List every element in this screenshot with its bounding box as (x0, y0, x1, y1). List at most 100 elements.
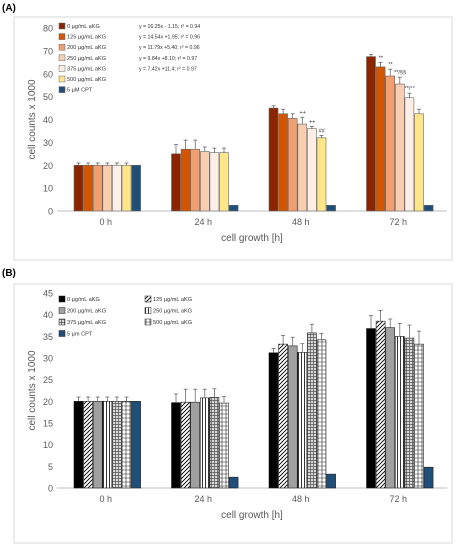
chart-a-bar (73, 164, 84, 212)
chart-a-legend-label: 375 µg/mL aKG (67, 66, 106, 72)
chart-b-bar (209, 397, 220, 489)
chart-a-bar (375, 66, 386, 212)
chart-a-equation: y = 16.25x - 1.15; r² = 0.94 (139, 24, 200, 30)
chart-b-bar (297, 352, 308, 489)
chart-b-bar (414, 343, 424, 489)
chart-b-bar (171, 402, 181, 489)
chart-a-bar (190, 148, 200, 212)
chart-a-equation: y = 7.42x +11.4; r² = 0.97 (139, 66, 197, 72)
chart-a-legend-swatch (58, 65, 66, 72)
chart-a-legend-label: 250 µg/mL aKG (67, 56, 106, 62)
chart-a-legend-swatch (58, 75, 66, 83)
chart-b-bar (219, 402, 229, 489)
chart-b-ytick-label: 35 (43, 332, 53, 342)
chart-b-bar (278, 343, 288, 489)
chart-a-bar (385, 75, 396, 212)
chart-b-bar (92, 401, 103, 489)
chart-b-xtick-label: 24 h (194, 494, 212, 504)
chart-a-legend-label: 5 µM CPT (67, 88, 93, 94)
chart-a-bar (404, 97, 415, 212)
chart-a-bar (219, 152, 229, 212)
chart-a-significance-label: ** (379, 55, 384, 61)
chart-a-bar (268, 107, 279, 212)
chart-a-bar (307, 128, 317, 212)
chart-a-bar (200, 151, 210, 212)
chart-a-significance-label: ++ (299, 110, 305, 116)
chart-b-xtick-label: 72 h (389, 494, 407, 504)
chart-b-bar (366, 328, 376, 489)
chart-a-ytick-label: 60 (43, 69, 53, 79)
chart-a-xtick-label: 24 h (194, 217, 212, 227)
chart-b-legend-label: 500 µg/mL aKG (153, 320, 192, 326)
chart-a-significance-label: ** (388, 62, 393, 68)
chart-a-bar (287, 118, 298, 212)
chart-b-bar (394, 336, 405, 489)
chart-b-bar (268, 352, 279, 489)
chart-a-ytick-label: 40 (43, 115, 53, 125)
chart-b-legend-swatch (144, 307, 152, 314)
chart-a-ytick-label: 50 (43, 92, 53, 102)
chart-b-ytick-label: 45 (43, 289, 53, 299)
chart-b-bar (112, 401, 122, 489)
chart-b-bar (228, 476, 239, 489)
chart-b-legend-swatch (144, 318, 152, 326)
chart-b-bar (326, 473, 336, 489)
chart-b-legend-label: 200 µg/mL aKG (67, 309, 106, 315)
chart-a-legend-label: 125 µg/mL aKG (67, 35, 106, 41)
chart-b-bar (83, 401, 93, 489)
chart-a-bar (209, 152, 220, 212)
chart-b-legend-label: 250 µg/mL aKG (153, 309, 192, 315)
chart-a-xtick-label: 0 h (99, 217, 112, 227)
chart-b-legend-swatch (144, 295, 152, 303)
chart-a-bar (394, 83, 405, 212)
chart-b-bar (316, 339, 327, 489)
chart-b-bar (180, 401, 191, 489)
chart-a-significance-label: ## (319, 129, 326, 135)
chart-a-bar (171, 153, 181, 212)
chart-b-bar (287, 345, 298, 489)
chart-b-ytick-label: 25 (43, 375, 53, 385)
chart-a-equation: y = 9.84x +8.10; r² = 0.97 (139, 56, 197, 62)
chart-a-legend-label: 0 µg/mL aKG (67, 24, 100, 30)
chart-b-bar (404, 337, 415, 489)
chart-a-legend-swatch (58, 43, 66, 51)
chart-a-xtick-label: 72 h (389, 217, 407, 227)
chart-b-legend-swatch (58, 330, 66, 337)
chart-a-bar (112, 164, 122, 212)
chart-b-legend-label: 125 µg/mL aKG (153, 297, 192, 303)
chart-a-significance-label: ++ (309, 119, 315, 125)
chart-a-legend-swatch (58, 86, 66, 93)
chart-b-bar (385, 327, 396, 489)
chart-b-ytick-label: 20 (43, 397, 53, 407)
chart-a-bar (278, 113, 288, 212)
chart-b-bar (375, 320, 386, 489)
chart-a-bar (121, 164, 132, 212)
chart-a-bar (423, 204, 434, 212)
chart-a-bar (228, 204, 239, 212)
chart-a-xtick-label: 48 h (292, 217, 310, 227)
chart-a-legend-swatch (58, 54, 66, 62)
chart-b-bar (102, 401, 113, 489)
panel-a-label: (A) (2, 3, 16, 14)
chart-a-ytick-label: 70 (43, 46, 53, 56)
chart-b-bar (73, 401, 84, 489)
chart-a-bar (102, 164, 113, 212)
chart-a-legend-swatch (58, 33, 66, 40)
chart-b-legend-swatch (58, 318, 66, 326)
chart-b-legend-swatch (58, 295, 66, 303)
chart-a-ytick-label: 0 (48, 207, 53, 217)
chart-b-bar (307, 332, 317, 489)
chart-b-ytick-label: 0 (48, 484, 53, 494)
chart-a-legend-swatch (58, 22, 66, 30)
chart-a-bar (180, 148, 191, 212)
chart-b-y-axis-title: cell counts x 1000 (27, 350, 38, 430)
chart-b-bar (423, 466, 434, 489)
chart-b-ytick-label: 10 (43, 440, 53, 450)
chart-b-bar (190, 401, 200, 489)
chart-a-equation: y = 11.79x +5.40; r² = 0.96 (139, 45, 200, 51)
chart-a-bar (92, 164, 103, 212)
chart-b-bar (121, 401, 132, 489)
chart-a-bar (326, 204, 336, 212)
chart-a-legend-label: 200 µg/mL aKG (67, 45, 106, 51)
